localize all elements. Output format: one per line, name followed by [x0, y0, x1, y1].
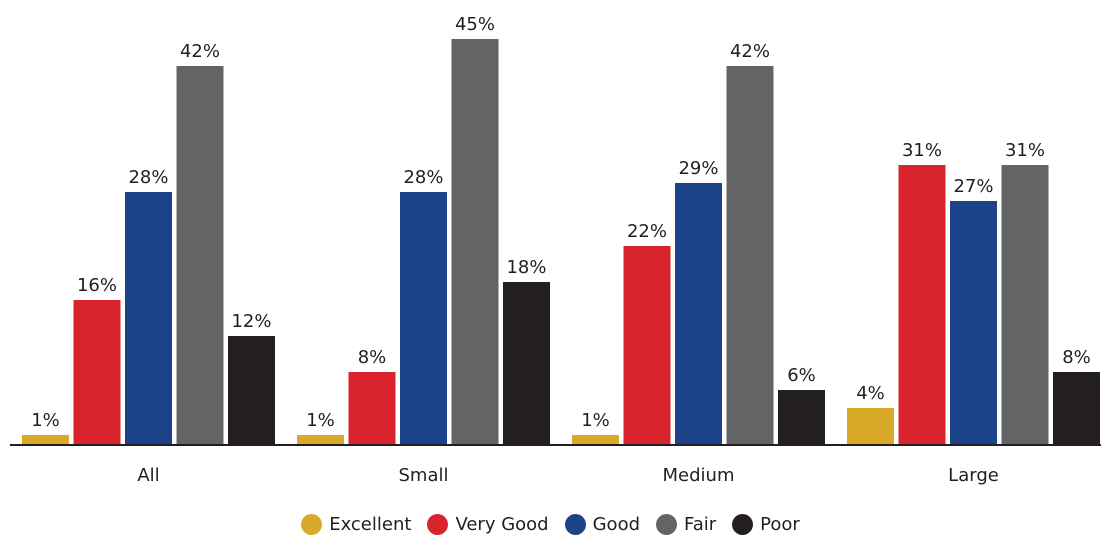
legend-swatch-icon	[564, 514, 586, 535]
data-label-fair-large: 31%	[1005, 140, 1045, 161]
category-label-medium: Medium	[663, 465, 735, 486]
bar-poor-all	[228, 336, 275, 444]
legend-label: Fair	[684, 514, 717, 535]
legend-item-good: Good	[564, 514, 641, 535]
legend: Excellent Very Good Good Fair Poor	[0, 514, 1101, 535]
bar-very-good-all	[73, 300, 121, 444]
bars-layer	[22, 39, 1100, 444]
data-label-poor-small: 18%	[506, 257, 546, 278]
bar-good-all	[125, 192, 172, 444]
bar-excellent-large	[847, 408, 894, 444]
legend-label: Good	[592, 514, 641, 535]
category-labels-layer: All Small Medium Large	[137, 465, 998, 486]
data-label-good-all: 28%	[128, 167, 168, 188]
data-label-fair-medium: 42%	[730, 41, 770, 62]
bar-poor-large	[1053, 372, 1100, 444]
data-label-very-good-large: 31%	[902, 140, 942, 161]
bar-fair-small	[451, 39, 499, 444]
bar-good-medium	[675, 183, 722, 444]
bar-very-good-medium	[623, 246, 671, 444]
bar-very-good-large	[898, 165, 946, 444]
bar-excellent-medium	[572, 435, 619, 444]
category-label-large: Large	[948, 465, 999, 486]
bar-very-good-small	[348, 372, 396, 444]
data-label-very-good-all: 16%	[77, 275, 117, 296]
category-label-all: All	[137, 465, 159, 486]
bar-good-small	[400, 192, 447, 444]
bar-chart: 1% 16% 28% 42% 12% 1% 8% 28% 45% 18% 1% 22% 29% 42% 6%…	[10, 14, 1101, 486]
data-label-poor-medium: 6%	[787, 365, 816, 386]
legend-item-fair: Fair	[656, 514, 716, 535]
data-label-fair-all: 42%	[180, 41, 220, 62]
data-label-good-large: 27%	[953, 176, 993, 197]
bar-poor-small	[503, 282, 550, 444]
bar-excellent-all	[22, 435, 69, 444]
legend-item-very-good: Very Good	[427, 514, 549, 535]
data-label-excellent-small: 1%	[306, 410, 335, 431]
data-label-good-medium: 29%	[678, 158, 718, 179]
data-label-poor-large: 8%	[1062, 347, 1091, 368]
bar-good-large	[950, 201, 997, 444]
legend-item-poor: Poor	[732, 514, 800, 535]
legend-label: Excellent	[329, 514, 412, 535]
category-label-small: Small	[399, 465, 449, 486]
legend-swatch-icon	[301, 514, 323, 535]
legend-label: Very Good	[455, 514, 549, 535]
legend-swatch-icon	[656, 514, 678, 535]
data-label-very-good-small: 8%	[358, 347, 387, 368]
bar-fair-medium	[726, 66, 774, 444]
data-label-poor-all: 12%	[231, 311, 271, 332]
data-label-fair-small: 45%	[455, 14, 495, 35]
legend-swatch-icon	[427, 514, 449, 535]
bar-fair-all	[176, 66, 224, 444]
data-label-excellent-all: 1%	[31, 410, 60, 431]
legend-swatch-icon	[732, 514, 754, 535]
legend-label: Poor	[760, 514, 800, 535]
data-label-good-small: 28%	[403, 167, 443, 188]
data-label-very-good-medium: 22%	[627, 221, 667, 242]
legend-item-excellent: Excellent	[301, 514, 411, 535]
data-label-excellent-large: 4%	[856, 383, 885, 404]
data-label-excellent-medium: 1%	[581, 410, 610, 431]
bar-excellent-small	[297, 435, 344, 444]
bar-fair-large	[1001, 165, 1049, 444]
bar-poor-medium	[778, 390, 825, 444]
data-labels-layer: 1% 16% 28% 42% 12% 1% 8% 28% 45% 18% 1% 22% 29% 42% 6%…	[31, 14, 1091, 431]
